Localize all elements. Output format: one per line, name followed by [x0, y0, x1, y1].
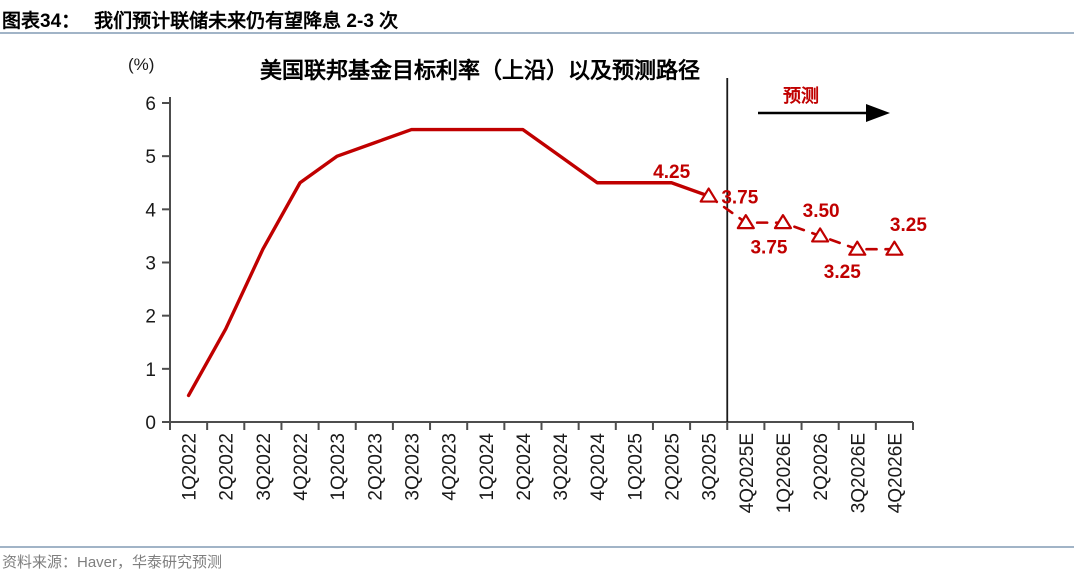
- x-tick-label: 1Q2024: [477, 433, 498, 501]
- footer-divider: [0, 546, 1074, 548]
- y-tick-label: 6: [145, 94, 156, 115]
- chart-title: 美国联邦基金目标利率（上沿）以及预测路径: [259, 58, 700, 83]
- point-label: 3.25: [824, 262, 861, 283]
- header-divider: [0, 32, 1074, 34]
- x-tick-label: 1Q2025: [625, 433, 646, 501]
- forecast-marker: [885, 240, 904, 256]
- x-tick-label: 4Q2022: [291, 433, 312, 501]
- point-label: 3.50: [803, 201, 840, 222]
- figure-header: 图表34： 我们预计联储未来仍有望降息 2-3 次: [2, 6, 398, 33]
- x-tick-label: 1Q2022: [180, 433, 201, 501]
- y-tick-label: 1: [145, 360, 156, 381]
- y-tick-label: 5: [145, 147, 156, 168]
- x-tick-label: 3Q2023: [402, 433, 423, 501]
- x-tick-label: 1Q2026E: [774, 433, 795, 513]
- forecast-marker: [811, 227, 830, 243]
- y-tick-label: 2: [145, 307, 156, 328]
- x-tick-label: 2Q2022: [217, 433, 238, 501]
- y-tick-label: 3: [145, 254, 156, 275]
- forecast-arrow-head: [866, 104, 890, 122]
- x-tick-label: 2Q2026: [811, 433, 832, 501]
- x-tick-label: 4Q2025E: [737, 433, 758, 513]
- x-tick-label: 3Q2024: [551, 433, 572, 501]
- point-label: 3.25: [890, 215, 927, 236]
- x-tick-label: 2Q2025: [663, 433, 684, 501]
- figure-number: 图表34：: [2, 11, 81, 32]
- forecast-line: [707, 194, 896, 251]
- x-tick-label: 3Q2022: [254, 433, 275, 501]
- forecast-marker: [848, 240, 867, 256]
- x-tick-label: 4Q2023: [440, 433, 461, 501]
- y-tick-label: 0: [145, 413, 156, 434]
- forecast-label: 预测: [783, 86, 819, 106]
- point-label: 3.75: [721, 188, 758, 209]
- history-line: [186, 127, 711, 398]
- forecast-marker: [699, 187, 718, 203]
- y-axis-unit-label: (%): [128, 55, 155, 74]
- x-tick-label: 1Q2023: [328, 433, 349, 501]
- point-label: 3.75: [750, 238, 787, 259]
- x-tick-label: 4Q2026E: [885, 433, 906, 513]
- forecast-marker: [736, 214, 755, 230]
- x-tick-label: 2Q2024: [514, 433, 535, 501]
- x-tick-label: 4Q2024: [588, 433, 609, 501]
- forecast-marker: [773, 214, 793, 230]
- point-label: 4.25: [653, 162, 690, 183]
- figure-header-title: 我们预计联储未来仍有望降息 2-3 次: [94, 11, 399, 32]
- x-tick-label: 3Q2026E: [848, 433, 869, 513]
- x-tick-label: 3Q2025: [700, 433, 721, 501]
- x-tick-label: 2Q2023: [365, 433, 386, 501]
- source-note: 资料来源：Haver，华泰研究预测: [2, 554, 223, 571]
- y-tick-label: 4: [145, 200, 156, 221]
